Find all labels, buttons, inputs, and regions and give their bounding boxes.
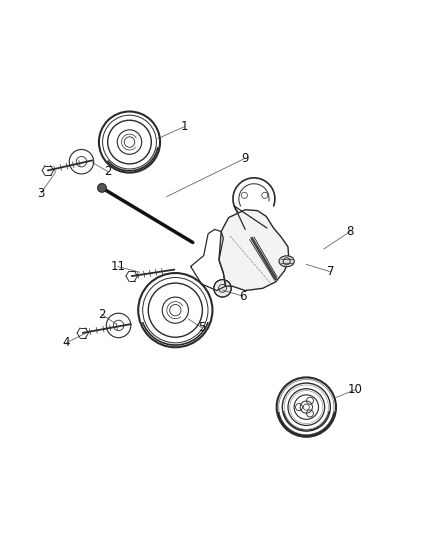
Circle shape — [214, 280, 231, 297]
Circle shape — [98, 183, 106, 192]
Text: 8: 8 — [346, 225, 353, 238]
Text: 2: 2 — [104, 165, 111, 178]
Text: 9: 9 — [241, 152, 249, 165]
Text: 7: 7 — [327, 265, 334, 278]
Text: 5: 5 — [198, 321, 205, 334]
Text: 6: 6 — [239, 290, 247, 303]
Text: 10: 10 — [348, 383, 363, 396]
Text: 3: 3 — [37, 187, 45, 200]
Text: 11: 11 — [110, 260, 125, 273]
Text: 2: 2 — [98, 308, 106, 321]
Polygon shape — [219, 210, 289, 290]
Text: 4: 4 — [63, 336, 70, 350]
Text: 1: 1 — [180, 120, 188, 133]
Ellipse shape — [279, 256, 294, 266]
